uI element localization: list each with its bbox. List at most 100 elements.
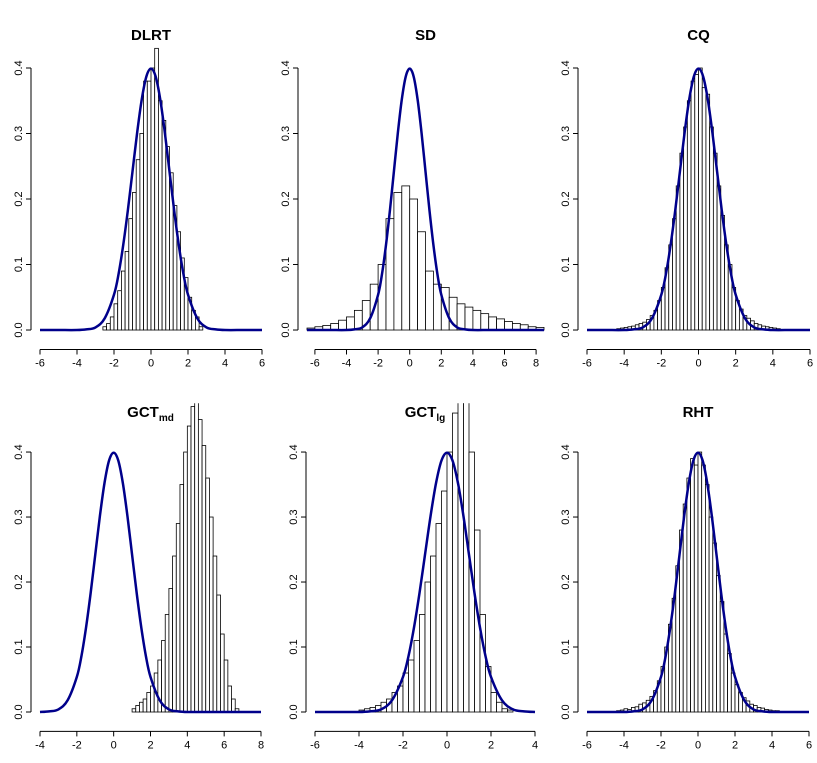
- y-tick-label: 0.3: [560, 509, 572, 524]
- histogram-bar: [401, 185, 411, 331]
- histogram-bar: [452, 412, 459, 713]
- panel: GCTmd -4 -2 0 2 4 6 8 0.0 0.1 0.2 0.3 0.4: [13, 403, 264, 751]
- histogram-bar: [212, 555, 218, 713]
- x-tick-label: 0: [444, 739, 450, 751]
- histogram-bar: [194, 403, 199, 713]
- histogram-bar: [488, 316, 498, 331]
- histogram-bar: [146, 80, 152, 331]
- x-tick-label: 2: [733, 358, 739, 370]
- y-tick-label: 0.3: [288, 509, 300, 524]
- histogram-bar: [117, 290, 122, 331]
- x-tick-label: 0: [148, 358, 154, 370]
- x-tick-label: -6: [582, 739, 592, 751]
- histogram-bar: [161, 120, 167, 331]
- density-curve: [39, 451, 261, 714]
- histogram-bar: [413, 640, 420, 713]
- histogram-bar: [164, 614, 170, 713]
- histogram-bar: [712, 152, 718, 331]
- histogram-bar: [705, 93, 711, 331]
- histogram-bar: [694, 74, 699, 331]
- y-tick-label: 0.0: [280, 322, 292, 337]
- x-tick-label: 4: [770, 358, 776, 370]
- histogram-bar: [223, 659, 229, 713]
- x-tick-label: 2: [732, 739, 738, 751]
- x-tick-label: -6: [310, 739, 320, 751]
- histogram-bar: [231, 698, 236, 713]
- histogram-bar: [690, 458, 695, 713]
- histogram-bar: [409, 198, 419, 331]
- histogram-bar: [424, 581, 431, 713]
- x-tick-label: -4: [619, 739, 629, 751]
- histogram-bar: [441, 490, 448, 713]
- histogram-bar: [712, 542, 717, 713]
- x-tick-label: -6: [582, 358, 592, 370]
- histogram-bar: [682, 503, 688, 713]
- density-curve: [39, 67, 262, 332]
- x-tick-label: -6: [35, 358, 45, 370]
- histogram-bar: [109, 316, 115, 331]
- histogram-bar: [102, 326, 108, 331]
- plot-area: [39, 403, 261, 714]
- y-tick-label: 0.2: [13, 574, 25, 589]
- plot-area: [39, 47, 262, 332]
- title-text: CQ: [687, 27, 710, 44]
- y-tick-label: 0.1: [288, 639, 300, 654]
- x-tick-label: -2: [656, 358, 666, 370]
- histogram-bar: [179, 484, 185, 713]
- x-tick-label: -2: [373, 358, 383, 370]
- histogram-bar: [417, 231, 426, 331]
- title-subscript: md: [159, 413, 174, 424]
- histogram-bar: [132, 192, 137, 331]
- histogram-bar: [698, 67, 703, 331]
- histogram-bar: [501, 708, 508, 713]
- histogram-bar: [480, 313, 490, 331]
- x-tick-label: -2: [109, 358, 119, 370]
- y-tick-label: 0.2: [560, 191, 572, 206]
- x-tick-label: 6: [501, 358, 507, 370]
- histogram-bar: [168, 588, 174, 713]
- histogram-bar: [175, 523, 181, 713]
- x-tick-label: 0: [695, 358, 701, 370]
- histogram-bar: [216, 594, 221, 713]
- panel: RHT -6 -4 -2 0 2 4 6 0.0 0.1 0.2 0.3 0.4: [560, 404, 812, 751]
- plot-area: [314, 403, 536, 714]
- histogram-bar: [106, 323, 111, 331]
- density-curve: [586, 451, 809, 714]
- histogram-bar: [201, 445, 207, 713]
- x-tick-label: -6: [310, 358, 320, 370]
- x-tick-label: 4: [470, 358, 476, 370]
- histogram-bar: [220, 633, 225, 713]
- y-tick-label: 0.2: [13, 191, 25, 206]
- y-tick-label: 0.1: [560, 639, 572, 654]
- y-tick-label: 0.0: [560, 322, 572, 337]
- histogram-bar: [425, 270, 434, 331]
- x-tick-label: 2: [438, 358, 444, 370]
- title-text: GCT: [405, 404, 437, 421]
- histogram-bar: [705, 484, 710, 713]
- y-tick-label: 0.4: [560, 60, 572, 75]
- panel: GCTlg -6 -4 -2 0 2 4 0.0 0.1 0.2 0.3 0.4: [288, 403, 538, 751]
- density-curve: [306, 67, 544, 332]
- x-tick-label: 0: [695, 739, 701, 751]
- histogram-bar: [338, 319, 347, 331]
- x-tick-label: 0: [111, 739, 117, 751]
- x-tick-label: -2: [398, 739, 408, 751]
- histogram-bar: [121, 270, 126, 331]
- plot-area: [586, 67, 810, 332]
- histogram-bar: [124, 251, 130, 331]
- histogram-bar: [135, 159, 141, 331]
- histogram-bar: [686, 477, 692, 713]
- histogram-bar: [723, 633, 729, 713]
- title-text: RHT: [683, 404, 714, 421]
- y-tick-label: 0.1: [280, 257, 292, 272]
- histogram-bar: [679, 152, 685, 331]
- histogram-bar: [143, 80, 148, 331]
- title-subscript: lg: [436, 413, 445, 424]
- x-tick-label: 0: [407, 358, 413, 370]
- histogram-bar: [446, 451, 453, 713]
- x-tick-label: -4: [72, 358, 82, 370]
- histogram-bar: [701, 464, 706, 713]
- histogram-bar: [113, 303, 119, 331]
- y-tick-label: 0.1: [13, 639, 25, 654]
- histogram-bar: [464, 306, 474, 331]
